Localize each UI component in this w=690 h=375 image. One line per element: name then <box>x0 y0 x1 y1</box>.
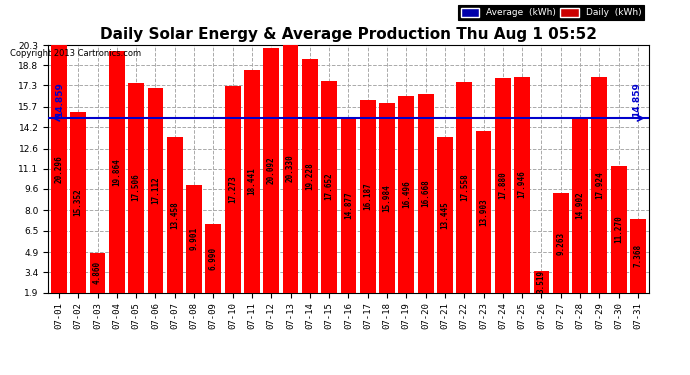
Text: 17.112: 17.112 <box>151 176 160 204</box>
Bar <box>322 81 337 292</box>
Text: 6.990: 6.990 <box>209 247 218 270</box>
Text: 14.877: 14.877 <box>344 191 353 219</box>
Bar <box>611 166 627 292</box>
Bar <box>360 100 375 292</box>
Bar <box>437 137 453 292</box>
Bar <box>341 118 356 292</box>
Bar <box>475 131 491 292</box>
Bar <box>495 78 511 292</box>
Bar <box>572 118 588 292</box>
Bar <box>264 48 279 292</box>
Bar <box>206 224 221 292</box>
Text: 16.496: 16.496 <box>402 180 411 208</box>
Text: 15.984: 15.984 <box>382 184 391 211</box>
Text: 15.352: 15.352 <box>74 188 83 216</box>
Text: 13.445: 13.445 <box>440 201 449 229</box>
Text: 20.330: 20.330 <box>286 154 295 182</box>
Text: 17.273: 17.273 <box>228 175 237 203</box>
Text: Copyright 2013 Cartronics.com: Copyright 2013 Cartronics.com <box>10 49 141 58</box>
Text: 17.652: 17.652 <box>325 172 334 200</box>
Text: 17.924: 17.924 <box>595 171 604 199</box>
Bar <box>51 45 67 292</box>
Text: 19.228: 19.228 <box>306 162 315 190</box>
Text: 17.506: 17.506 <box>132 174 141 201</box>
Bar <box>186 185 202 292</box>
Text: 16.187: 16.187 <box>363 183 372 210</box>
Text: 3.519: 3.519 <box>537 270 546 293</box>
Text: 19.864: 19.864 <box>112 158 121 186</box>
Bar <box>109 51 125 292</box>
Bar <box>302 59 318 292</box>
Bar <box>379 103 395 292</box>
Bar <box>244 70 260 292</box>
Text: 4.860: 4.860 <box>93 261 102 284</box>
Text: 14.859: 14.859 <box>55 82 64 117</box>
Title: Daily Solar Energy & Average Production Thu Aug 1 05:52: Daily Solar Energy & Average Production … <box>100 27 597 42</box>
Text: 20.092: 20.092 <box>267 156 276 184</box>
Text: 17.880: 17.880 <box>498 171 507 199</box>
Bar <box>283 45 299 292</box>
Bar <box>128 82 144 292</box>
Bar <box>591 77 607 292</box>
Bar <box>456 82 472 292</box>
Bar <box>70 111 86 292</box>
Bar <box>167 137 183 292</box>
Bar <box>533 271 549 292</box>
Bar <box>398 96 414 292</box>
Bar <box>225 86 241 292</box>
Text: 11.270: 11.270 <box>614 216 623 243</box>
Bar <box>417 94 433 292</box>
Text: 20.296: 20.296 <box>55 155 63 183</box>
Legend: Average  (kWh), Daily  (kWh): Average (kWh), Daily (kWh) <box>458 5 644 20</box>
Text: 17.946: 17.946 <box>518 171 526 198</box>
Bar <box>90 253 106 292</box>
Text: 13.458: 13.458 <box>170 201 179 229</box>
Text: 17.558: 17.558 <box>460 173 469 201</box>
Bar <box>553 194 569 292</box>
Bar <box>148 88 164 292</box>
Text: 13.903: 13.903 <box>479 198 488 226</box>
Bar <box>630 219 646 292</box>
Text: 9.901: 9.901 <box>190 227 199 250</box>
Text: 14.902: 14.902 <box>575 191 584 219</box>
Text: 14.859: 14.859 <box>633 82 642 117</box>
Text: 7.368: 7.368 <box>633 244 642 267</box>
Text: 18.441: 18.441 <box>248 167 257 195</box>
Bar <box>514 76 530 292</box>
Text: 9.263: 9.263 <box>556 231 565 255</box>
Text: 16.668: 16.668 <box>421 179 430 207</box>
